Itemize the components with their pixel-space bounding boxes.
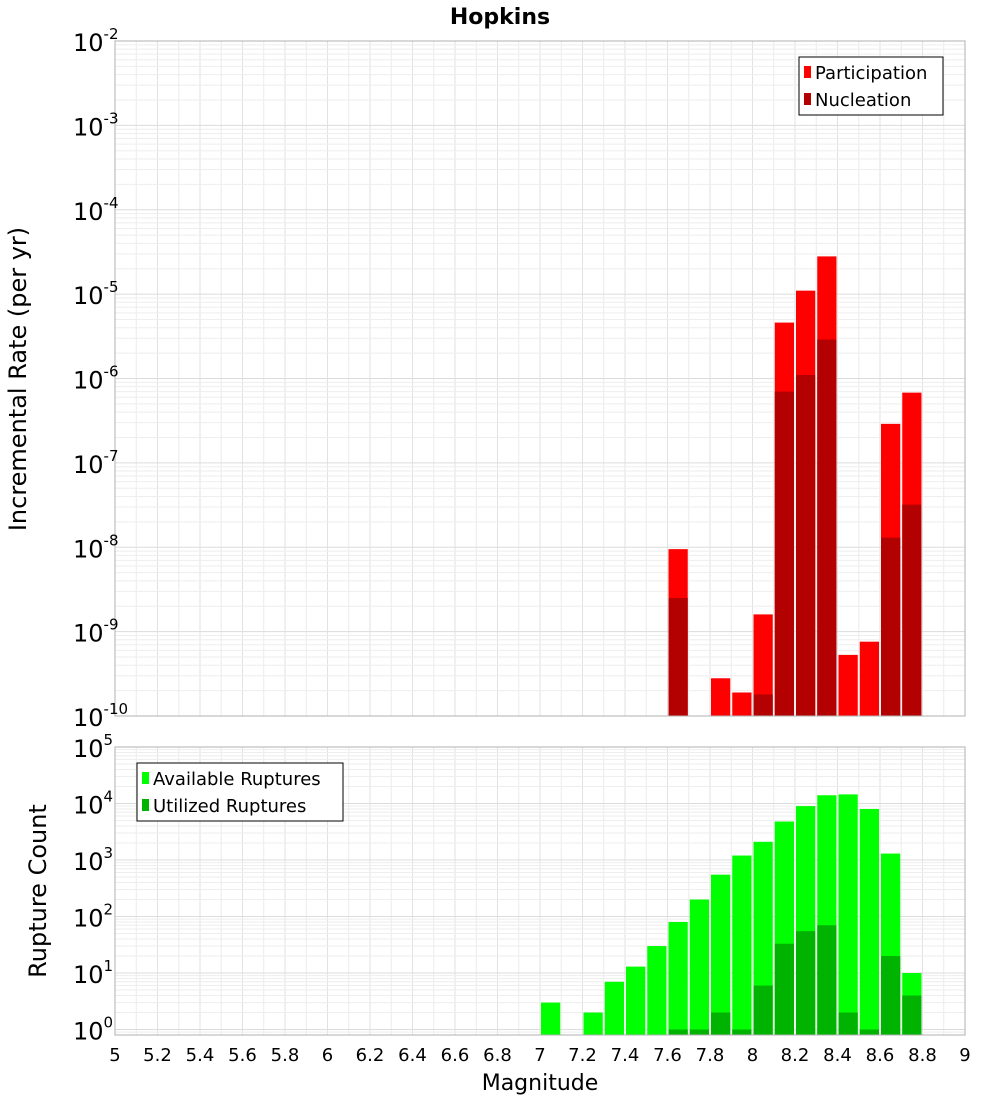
x-tick-label: 8: [747, 1045, 758, 1066]
top-bar-nucleation: [902, 504, 922, 716]
x-tick-label: 5.4: [186, 1045, 215, 1066]
top-bar-participation: [732, 692, 752, 716]
bottom-bar-available-ruptures: [583, 1012, 603, 1035]
bottom-y-tick-label: 102: [73, 901, 113, 933]
bottom-bar-available-ruptures: [711, 874, 731, 1035]
top-legend-box: [798, 56, 944, 116]
bottom-legend-label: Utilized Ruptures: [153, 796, 306, 817]
bottom-y-tick-label: 105: [73, 731, 113, 763]
top-bar-nucleation: [668, 598, 688, 716]
bottom-bar-utilized-ruptures: [753, 985, 773, 1035]
top-y-axis-label: Incremental Rate (per yr): [4, 227, 32, 531]
top-bar-participation: [859, 641, 879, 716]
bottom-y-tick-label: 103: [73, 844, 113, 876]
x-tick-label: 6.6: [441, 1045, 470, 1066]
x-tick-label: 7: [534, 1045, 545, 1066]
top-bar-nucleation: [881, 537, 901, 716]
top-y-tick-label: 10-9: [73, 616, 119, 648]
bottom-bar-utilized-ruptures: [902, 995, 922, 1035]
x-tick-label: 5: [109, 1045, 120, 1066]
x-tick-label: 7.4: [611, 1045, 640, 1066]
bottom-bar-available-ruptures: [732, 855, 752, 1035]
top-bar-participation: [753, 614, 773, 716]
bottom-legend-swatch: [142, 799, 149, 811]
bottom-legend-box: [136, 762, 344, 822]
bottom-bar-available-ruptures: [689, 899, 709, 1035]
top-bar-nucleation: [753, 694, 773, 716]
top-plot-area: 10-10 10-9 10-8 10-7 10-6 10-5 10-4 10-3 10-2 Par…: [73, 25, 966, 732]
bottom-bar-available-ruptures: [604, 981, 624, 1035]
x-tick-label: 5.2: [143, 1045, 172, 1066]
bottom-bar-utilized-ruptures: [859, 1029, 879, 1035]
x-tick-label: 7.6: [653, 1045, 682, 1066]
bottom-plot-area: 100 101 102 103 104 105 5 5.2 5.4 5.6 5.8 6 6.2 6.4 6.…: [73, 731, 971, 1066]
bottom-bar-utilized-ruptures: [838, 1012, 858, 1035]
bottom-y-axis-label: Rupture Count: [24, 804, 52, 978]
top-legend-swatch: [804, 93, 811, 105]
bottom-y-tick-label: 100: [73, 1014, 113, 1046]
x-tick-label: 7.2: [568, 1045, 597, 1066]
bottom-bar-utilized-ruptures: [817, 925, 837, 1035]
top-y-tick-label: 10-3: [73, 109, 119, 141]
top-plot-frame: [114, 40, 966, 717]
top-bar-nucleation: [817, 339, 837, 716]
x-tick-label: 8.2: [781, 1045, 810, 1066]
top-y-tick-label: 10-8: [73, 531, 119, 563]
x-tick-label: 6.4: [398, 1045, 427, 1066]
bottom-legend-label: Available Ruptures: [153, 769, 321, 790]
chart-title: Hopkins: [450, 5, 550, 30]
top-legend-label: Participation: [815, 63, 927, 84]
bottom-bar-utilized-ruptures: [711, 1012, 731, 1035]
bottom-bar-utilized-ruptures: [774, 943, 794, 1035]
bottom-bar-available-ruptures: [541, 1002, 561, 1035]
x-tick-label: 9: [959, 1045, 970, 1066]
top-bar-participation: [711, 678, 731, 716]
top-y-tick-label: 10-5: [73, 278, 119, 310]
x-tick-label: 8.6: [866, 1045, 895, 1066]
top-y-tick-label: 10-6: [73, 363, 119, 395]
top-y-tick-label: 10-10: [73, 700, 128, 732]
bottom-bar-available-ruptures: [668, 921, 688, 1035]
bottom-bar-utilized-ruptures: [881, 956, 901, 1035]
x-tick-label: 8.8: [908, 1045, 937, 1066]
x-axis-label: Magnitude: [482, 1071, 599, 1096]
x-tick-label: 6: [322, 1045, 333, 1066]
bottom-bar-available-ruptures: [647, 946, 667, 1035]
x-tick-label: 7.8: [696, 1045, 725, 1066]
bottom-legend-swatch: [142, 772, 149, 784]
bottom-plot-frame: [114, 746, 966, 1036]
bottom-y-tick-label: 104: [73, 788, 113, 820]
bottom-bar-utilized-ruptures: [732, 1029, 752, 1035]
bottom-bar-utilized-ruptures: [796, 931, 816, 1035]
bottom-bar-utilized-ruptures: [668, 1029, 688, 1035]
bottom-bar-utilized-ruptures: [689, 1029, 709, 1035]
top-legend-swatch: [804, 66, 811, 78]
top-y-tick-label: 10-7: [73, 447, 119, 479]
top-bar-nucleation: [796, 375, 816, 716]
x-tick-label: 8.4: [823, 1045, 852, 1066]
top-y-tick-label: 10-4: [73, 194, 119, 226]
x-tick-label: 6.2: [356, 1045, 385, 1066]
top-bar-nucleation: [774, 391, 794, 716]
bottom-y-tick-label: 101: [73, 957, 113, 989]
top-legend-label: Nucleation: [815, 90, 911, 111]
bottom-bar-available-ruptures: [859, 808, 879, 1035]
x-tick-label: 5.6: [228, 1045, 257, 1066]
top-y-tick-label: 10-2: [73, 25, 119, 57]
x-tick-label: 6.8: [483, 1045, 512, 1066]
bottom-bar-available-ruptures: [626, 966, 646, 1035]
top-bar-participation: [838, 654, 858, 716]
bottom-bar-available-ruptures: [838, 794, 858, 1035]
x-tick-label: 5.8: [271, 1045, 300, 1066]
